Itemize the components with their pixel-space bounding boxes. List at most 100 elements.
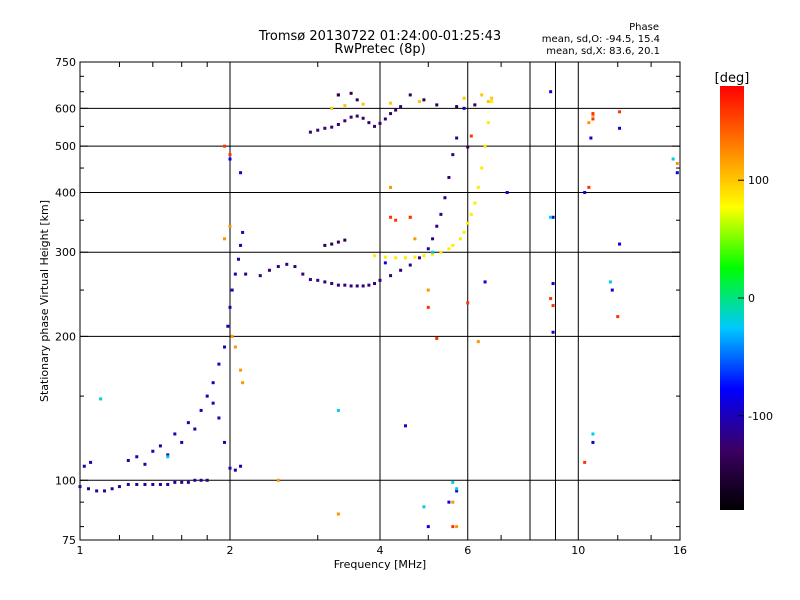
data-point: [466, 145, 470, 149]
data-point: [439, 250, 443, 254]
data-point: [378, 121, 382, 125]
y-tick-label: 100: [55, 474, 76, 487]
data-point: [343, 119, 347, 123]
data-point: [583, 460, 587, 464]
data-point: [308, 278, 312, 282]
y-axis-label: Stationary phase Virtual Height [km]: [38, 200, 51, 402]
data-point: [383, 117, 387, 121]
data-point: [422, 505, 426, 509]
data-point: [451, 480, 455, 484]
y-tick-label: 75: [62, 534, 76, 547]
data-point: [217, 362, 221, 366]
data-point: [239, 171, 243, 175]
data-point: [473, 201, 477, 205]
data-point: [435, 224, 439, 228]
data-point: [490, 96, 494, 100]
data-point: [389, 185, 393, 189]
data-point: [549, 215, 553, 219]
data-point: [399, 105, 403, 109]
data-point: [447, 500, 451, 504]
x-tick-label: 2: [227, 544, 234, 557]
data-point: [117, 485, 121, 489]
data-point: [469, 212, 473, 216]
data-point: [217, 416, 221, 420]
data-point: [408, 263, 412, 267]
data-point: [399, 268, 403, 272]
data-point: [78, 485, 82, 489]
data-point: [389, 112, 393, 116]
data-point: [394, 218, 398, 222]
data-point: [199, 408, 203, 412]
data-point: [483, 280, 487, 284]
data-point: [389, 215, 393, 219]
data-point: [336, 408, 340, 412]
data-point: [228, 466, 232, 470]
data-point: [483, 144, 487, 148]
data-point: [551, 282, 555, 286]
data-point: [166, 453, 170, 457]
data-point: [455, 487, 459, 491]
colorbar-label: [deg]: [715, 71, 750, 86]
data-point: [223, 440, 227, 444]
y-tick-label: 400: [55, 186, 76, 199]
data-point: [233, 272, 237, 276]
data-point: [426, 525, 430, 529]
data-point: [230, 288, 234, 292]
colorbar-tick-label: -100: [748, 410, 773, 423]
data-point: [417, 256, 421, 260]
data-point: [228, 153, 232, 157]
data-point: [591, 112, 595, 116]
data-point: [151, 482, 155, 486]
data-point: [330, 106, 334, 110]
data-point: [367, 283, 371, 287]
data-point: [608, 280, 612, 284]
data-point: [180, 440, 184, 444]
data-point: [86, 487, 90, 491]
data-point: [205, 394, 209, 398]
data-point: [343, 104, 347, 108]
data-point: [336, 93, 340, 97]
data-point: [480, 166, 484, 170]
data-point: [394, 256, 398, 260]
data-point: [166, 482, 170, 486]
data-point: [408, 215, 412, 219]
data-point: [455, 489, 459, 493]
data-point: [435, 336, 439, 340]
data-point: [413, 255, 417, 259]
data-point: [355, 98, 359, 102]
data-point: [473, 103, 477, 107]
data-point: [95, 489, 99, 493]
data-point: [241, 230, 245, 234]
data-point: [431, 252, 435, 256]
data-point: [223, 345, 227, 349]
data-point: [244, 272, 248, 276]
data-point: [361, 284, 365, 288]
data-point: [426, 247, 430, 251]
colorbar-tick-label: 100: [748, 174, 769, 187]
data-point: [367, 121, 371, 125]
data-point: [583, 190, 587, 194]
y-tick-label: 300: [55, 246, 76, 259]
data-point: [173, 480, 177, 484]
data-point: [389, 274, 393, 278]
data-point: [403, 256, 407, 260]
data-point: [239, 368, 243, 372]
data-point: [301, 272, 305, 276]
data-point: [455, 105, 459, 109]
data-point: [618, 242, 622, 246]
phase-stats-x: mean, sd,X: 83.6, 20.1: [546, 46, 660, 57]
data-point: [336, 123, 340, 127]
phase-stats-header: Phase: [629, 22, 659, 33]
data-point: [451, 500, 455, 504]
data-point: [458, 237, 462, 241]
data-point: [383, 261, 387, 265]
data-point: [285, 262, 289, 266]
data-point: [426, 305, 430, 309]
data-point: [417, 100, 421, 104]
data-point: [126, 458, 130, 462]
x-axis-label: Frequency [MHz]: [334, 558, 426, 571]
data-point: [158, 482, 162, 486]
data-point: [361, 102, 365, 106]
data-point: [223, 237, 227, 241]
